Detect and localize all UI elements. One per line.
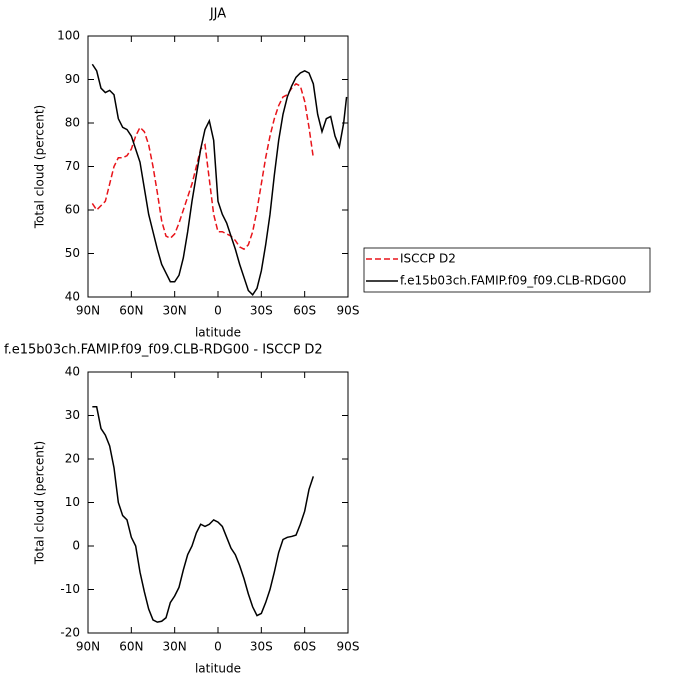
data-line (91, 63, 348, 296)
plot-frame (87, 35, 349, 298)
y-tick-label: 10 (65, 495, 80, 509)
x-tick-label: 60S (293, 304, 316, 318)
x-tick-label: 90N (76, 640, 100, 654)
chart-title: JJA (209, 7, 226, 22)
x-tick-label: 90N (76, 304, 100, 318)
y-tick-label: 80 (65, 116, 80, 130)
plot-frame (87, 371, 349, 634)
x-tick-label: 90S (337, 640, 360, 654)
x-axis-label: latitude (195, 662, 241, 676)
y-axis-label: Total cloud (percent) (33, 105, 47, 229)
x-tick-label: 60N (119, 304, 143, 318)
legend-box (363, 247, 651, 293)
legend-label: f.e15b03ch.FAMIP.f09_f09.CLB-RDG00 (400, 274, 626, 288)
y-tick-label: 100 (57, 29, 80, 43)
y-tick-label: 50 (65, 246, 80, 260)
y-tick-label: 40 (65, 290, 80, 304)
y-tick-label: 40 (65, 365, 80, 379)
data-line (91, 82, 315, 251)
x-tick-label: 30S (250, 640, 273, 654)
data-line (92, 406, 315, 623)
y-tick-label: 60 (65, 203, 80, 217)
y-tick-label: 90 (65, 72, 80, 86)
x-tick-label: 90S (337, 304, 360, 318)
y-tick-label: -10 (60, 582, 80, 596)
y-tick-label: 30 (65, 408, 80, 422)
y-tick-label: -20 (60, 626, 80, 640)
y-axis-label: Total cloud (percent) (33, 441, 47, 565)
y-tick-label: 20 (65, 452, 80, 466)
y-tick-label: 70 (65, 159, 80, 173)
y-tick-label: 0 (72, 539, 80, 553)
x-tick-label: 30N (163, 640, 187, 654)
x-tick-label: 30N (163, 304, 187, 318)
x-tick-label: 60N (119, 640, 143, 654)
x-tick-label: 30S (250, 304, 273, 318)
legend-label: ISCCP D2 (400, 252, 456, 266)
x-tick-label: 0 (214, 640, 222, 654)
x-tick-label: 0 (214, 304, 222, 318)
x-axis-label: latitude (195, 326, 241, 340)
x-tick-label: 60S (293, 640, 316, 654)
chart-title: f.e15b03ch.FAMIP.f09_f09.CLB-RDG00 - ISC… (4, 343, 323, 358)
